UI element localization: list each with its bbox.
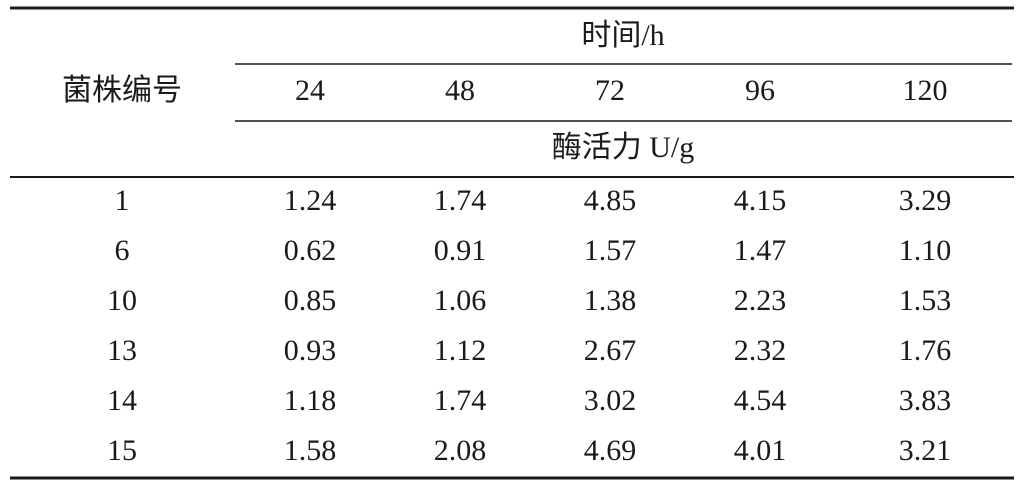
- cell: 1.74: [434, 384, 487, 417]
- cell: 2.32: [734, 334, 787, 367]
- cell: 2.08: [434, 434, 487, 467]
- column-header: 120: [903, 74, 948, 107]
- cell: 1.57: [584, 234, 637, 267]
- cell: 1.53: [899, 284, 952, 317]
- cell: 1.06: [434, 284, 487, 317]
- group-header: 时间/h: [581, 19, 664, 52]
- cell: 4.01: [734, 434, 787, 467]
- cell: 4.85: [584, 184, 637, 217]
- cell: 1.47: [734, 234, 787, 267]
- cell: 3.29: [899, 184, 952, 217]
- cell: 0.91: [434, 234, 487, 267]
- row-label: 1: [115, 184, 130, 217]
- cell: 1.18: [284, 384, 337, 417]
- row-label: 14: [107, 384, 137, 417]
- cell: 1.58: [284, 434, 337, 467]
- row-label: 6: [115, 234, 130, 267]
- cell: 0.93: [284, 334, 337, 367]
- cell: 2.67: [584, 334, 637, 367]
- cell: 3.02: [584, 384, 637, 417]
- column-header: 24: [295, 74, 325, 107]
- cell: 3.21: [899, 434, 952, 467]
- stub-header: 菌株编号: [62, 74, 182, 107]
- row-label: 10: [107, 284, 137, 317]
- cell: 0.62: [284, 234, 337, 267]
- unit-header: 酶活力 U/g: [552, 131, 695, 164]
- row-label: 15: [107, 434, 137, 467]
- column-header: 96: [745, 74, 775, 107]
- cell: 1.24: [284, 184, 337, 217]
- row-label: 13: [107, 334, 137, 367]
- cell: 3.83: [899, 384, 952, 417]
- cell: 1.76: [899, 334, 952, 367]
- cell: 0.85: [284, 284, 337, 317]
- cell: 1.10: [899, 234, 952, 267]
- cell: 4.69: [584, 434, 637, 467]
- cell: 1.74: [434, 184, 487, 217]
- column-header: 48: [445, 74, 475, 107]
- cell: 1.38: [584, 284, 637, 317]
- cell: 4.54: [734, 384, 787, 417]
- cell: 4.15: [734, 184, 787, 217]
- cell: 2.23: [734, 284, 787, 317]
- column-header: 72: [595, 74, 625, 107]
- cell: 1.12: [434, 334, 487, 367]
